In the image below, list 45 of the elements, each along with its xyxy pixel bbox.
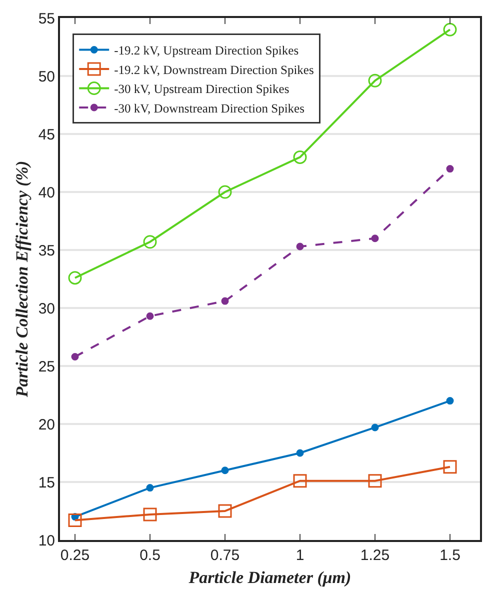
point bbox=[218, 504, 232, 518]
point bbox=[446, 397, 454, 405]
y-tick-label: 40 bbox=[38, 184, 55, 202]
point bbox=[443, 22, 457, 36]
y-tick-label: 25 bbox=[38, 358, 55, 376]
y-tick-label: 35 bbox=[38, 242, 55, 260]
point bbox=[293, 474, 307, 488]
point bbox=[221, 297, 229, 305]
y-tick-label: 55 bbox=[38, 10, 55, 28]
legend-label: -19.2 kV, Downstream Direction Spikes bbox=[114, 62, 314, 77]
legend-label: -30 kV, Upstream Direction Spikes bbox=[114, 82, 290, 96]
y-tick-label: 15 bbox=[38, 474, 55, 492]
point bbox=[146, 484, 154, 492]
x-tick-label: 0.25 bbox=[60, 547, 90, 564]
y-tick-label: 10 bbox=[38, 532, 55, 550]
point bbox=[368, 74, 382, 88]
x-tick-label: 1.25 bbox=[360, 547, 390, 564]
y-tick-label: 50 bbox=[38, 68, 55, 86]
x-tick-label: 0.5 bbox=[140, 547, 160, 564]
point bbox=[218, 185, 232, 199]
x-tick-label: 1.5 bbox=[440, 547, 460, 564]
point bbox=[68, 271, 82, 285]
y-tick-label: 45 bbox=[38, 126, 55, 144]
point bbox=[296, 449, 304, 457]
y-axis-title: Particle Collection Efficiency (%) bbox=[12, 160, 32, 398]
point bbox=[371, 234, 379, 242]
x-axis-title: Particle Diameter (μm) bbox=[188, 568, 352, 587]
y-tick-label: 20 bbox=[38, 416, 55, 434]
point bbox=[143, 235, 157, 249]
point bbox=[368, 474, 382, 488]
point bbox=[293, 150, 307, 164]
point bbox=[296, 242, 304, 250]
point bbox=[71, 352, 79, 360]
y-tick-label: 30 bbox=[38, 300, 55, 318]
point bbox=[446, 165, 454, 173]
point bbox=[68, 514, 82, 528]
point bbox=[371, 424, 379, 432]
legend-label: -30 kV, Downstream Direction Spikes bbox=[114, 101, 305, 116]
x-tick-label: 1 bbox=[296, 547, 304, 564]
point bbox=[221, 466, 229, 474]
x-tick-label: 0.75 bbox=[210, 547, 240, 564]
point bbox=[146, 312, 154, 320]
legend-label: -19.2 kV, Upstream Direction Spikes bbox=[114, 44, 299, 58]
point bbox=[443, 460, 457, 474]
point bbox=[143, 508, 157, 522]
